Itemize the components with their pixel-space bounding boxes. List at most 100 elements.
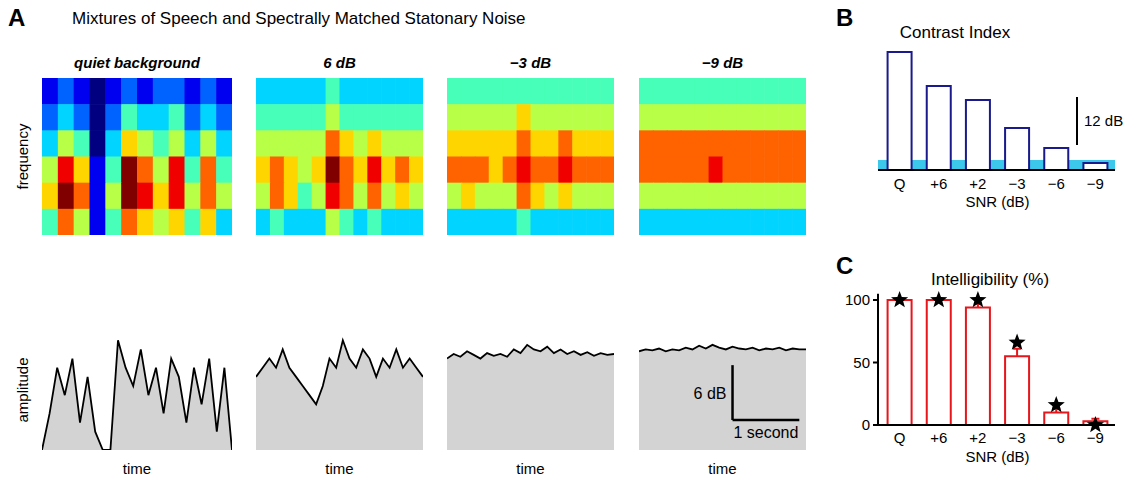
cell	[544, 130, 559, 157]
cell	[586, 78, 601, 105]
cell	[750, 157, 765, 184]
cell	[517, 183, 532, 210]
cell	[558, 209, 573, 235]
cell	[517, 209, 532, 235]
cell	[461, 130, 476, 157]
cell	[750, 78, 765, 105]
cell	[792, 104, 806, 131]
cell	[185, 130, 201, 157]
star-marker	[930, 291, 947, 307]
cell	[531, 130, 546, 157]
cell	[367, 209, 382, 235]
bar	[1005, 128, 1029, 170]
cell	[105, 157, 121, 184]
cell	[153, 104, 169, 131]
cell	[42, 130, 58, 157]
cell	[695, 130, 710, 157]
panel-label: B	[836, 4, 853, 31]
envelope-line	[639, 345, 806, 351]
cell	[381, 104, 396, 131]
cell	[256, 209, 271, 235]
tick-label: 100	[845, 291, 870, 308]
cell	[200, 209, 216, 235]
cell	[503, 78, 518, 105]
cell	[326, 130, 341, 157]
cell	[681, 157, 696, 184]
cell	[544, 157, 559, 184]
cell	[531, 209, 546, 235]
cell	[381, 78, 396, 105]
cell	[105, 104, 121, 131]
star-marker	[969, 291, 986, 307]
panel-label: A	[8, 4, 25, 31]
bar	[888, 300, 912, 425]
panel-title: 6 dB	[323, 54, 356, 71]
cell	[367, 157, 382, 184]
cell	[367, 130, 382, 157]
envelope	[639, 345, 806, 450]
cell	[121, 183, 137, 210]
cell	[639, 104, 654, 131]
cell	[695, 183, 710, 210]
cell	[137, 157, 153, 184]
cell	[681, 104, 696, 131]
cell	[667, 157, 682, 184]
cell	[639, 130, 654, 157]
cell	[74, 130, 90, 157]
cell	[200, 78, 216, 105]
cell	[489, 157, 504, 184]
cell	[709, 130, 724, 157]
cell	[42, 183, 58, 210]
cell	[447, 209, 462, 235]
cell	[447, 78, 462, 105]
cell	[256, 130, 271, 157]
cell	[340, 183, 355, 210]
cell	[792, 157, 806, 184]
cell	[667, 183, 682, 210]
panel-title: −3 dB	[510, 54, 551, 71]
cell	[653, 183, 668, 210]
cell	[695, 209, 710, 235]
cell	[639, 78, 654, 105]
axis-title: time	[516, 460, 544, 477]
cell	[200, 104, 216, 131]
cell	[461, 157, 476, 184]
star-marker	[891, 291, 908, 307]
cell	[298, 209, 313, 235]
scale-bar	[733, 419, 800, 422]
cell	[200, 157, 216, 184]
cell	[216, 157, 232, 184]
chart-title: Intelligibility (%)	[931, 270, 1049, 289]
cell	[185, 183, 201, 210]
bar	[1005, 356, 1029, 425]
cell	[58, 157, 74, 184]
cell	[42, 104, 58, 131]
cell	[600, 183, 614, 210]
cell	[531, 183, 546, 210]
cell	[517, 130, 532, 157]
cell	[169, 183, 185, 210]
cell	[461, 104, 476, 131]
cell	[137, 104, 153, 131]
cell	[298, 78, 313, 105]
y-axis	[877, 294, 879, 425]
cell	[558, 157, 573, 184]
cell	[326, 183, 341, 210]
cell	[270, 104, 285, 131]
cell	[409, 78, 423, 105]
cell	[216, 183, 232, 210]
cell	[764, 78, 779, 105]
cell	[475, 104, 490, 131]
cell	[312, 78, 327, 105]
cell	[367, 183, 382, 210]
x-axis	[878, 424, 1115, 426]
cell	[409, 130, 423, 157]
cell	[531, 78, 546, 105]
cell	[340, 130, 355, 157]
cell	[475, 78, 490, 105]
cell	[667, 130, 682, 157]
reference-band	[878, 160, 1115, 170]
cell	[709, 104, 724, 131]
cell	[750, 183, 765, 210]
panel-title: −9 dB	[702, 54, 743, 71]
